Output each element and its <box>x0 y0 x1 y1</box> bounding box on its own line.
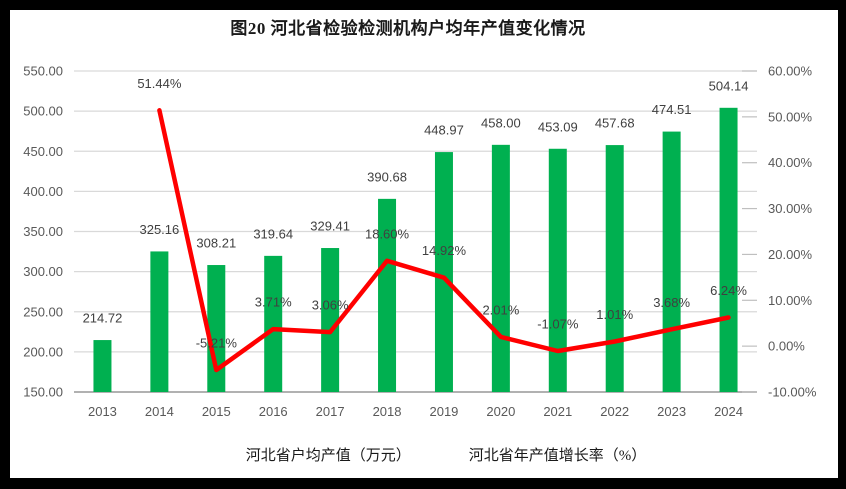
y-axis-right-tick-label: 10.00% <box>768 293 813 308</box>
bar-value-label: 390.68 <box>367 169 407 184</box>
y-axis-right-tick-label: -10.00% <box>768 385 817 400</box>
x-axis-label: 2015 <box>202 404 231 419</box>
y-axis-right-tick-label: 40.00% <box>768 155 813 170</box>
chart-plot-area: 550.00 500.00 450.00 400.00 350.00 300.00 250.… <box>23 64 817 420</box>
x-axis-label: 2023 <box>657 404 686 419</box>
x-axis-label: 2021 <box>543 404 572 419</box>
bar-value-label: 474.51 <box>652 102 692 117</box>
line-value-label: -1.07% <box>537 317 579 332</box>
line-value-label: 2.01% <box>482 302 519 317</box>
bar-2015 <box>207 265 226 392</box>
bar-2020 <box>491 144 510 392</box>
bar-value-label: 448.97 <box>424 123 464 138</box>
bar-value-label: 319.64 <box>253 226 293 241</box>
chart-title: 图20 河北省检验检测机构户均年产值变化情况 <box>230 19 586 38</box>
growth-rate-line <box>157 108 731 373</box>
x-axis-label: 2019 <box>429 404 458 419</box>
bar-value-label: 325.16 <box>139 222 179 237</box>
bar-value-label: 308.21 <box>196 236 236 251</box>
bar-2024 <box>719 107 738 393</box>
y-axis-right-tick-label: 50.00% <box>768 109 813 124</box>
bar-value-label: 458.00 <box>481 115 521 130</box>
legend-bar-series-label: 河北省户均产值（万元） <box>245 447 411 464</box>
y-axis-left-tick-label: 250.00 <box>23 304 63 319</box>
y-axis-left-tick-label: 150.00 <box>23 385 63 400</box>
y-axis-right-tick-label: 20.00% <box>768 247 813 262</box>
y-axis-left-tick-label: 200.00 <box>23 344 63 359</box>
y-axis-right-tick-label: 0.00% <box>768 339 805 354</box>
x-axis-label: 2022 <box>600 404 629 419</box>
bar-2013 <box>93 340 112 392</box>
x-axis-label: 2024 <box>714 404 743 419</box>
bar-2023 <box>662 131 681 392</box>
line-value-label: 51.44% <box>137 76 182 91</box>
x-axis-label: 2017 <box>316 404 345 419</box>
x-axis-label: 2020 <box>486 404 515 419</box>
line-value-label: 3.71% <box>255 295 292 310</box>
bar-2022 <box>605 145 624 392</box>
y-axis-left-tick-label: 300.00 <box>23 264 63 279</box>
bar-value-label: 453.09 <box>538 119 578 134</box>
x-axis-label: 2013 <box>88 404 117 419</box>
legend: 河北省户均产值（万元） 河北省年产值增长率（%） <box>10 443 838 465</box>
line-value-label: 14.92% <box>422 243 467 258</box>
x-axis-label: 2014 <box>145 404 174 419</box>
legend-bar-swatch-icon <box>202 448 240 461</box>
line-value-label: 3.68% <box>653 295 690 310</box>
bar-value-label: 329.41 <box>310 219 350 234</box>
bar-2018 <box>378 198 397 392</box>
bar-2016 <box>264 255 283 392</box>
x-axis-label: 2016 <box>259 404 288 419</box>
legend-line-series-label: 河北省年产值增长率（%） <box>468 447 647 464</box>
y-axis-left-tick-label: 500.00 <box>23 104 63 119</box>
line-value-label: 6.24% <box>710 283 747 298</box>
bar-2014 <box>150 251 169 392</box>
y-axis-left-tick-label: 400.00 <box>23 184 63 199</box>
y-axis-left-tick-label: 450.00 <box>23 144 63 159</box>
bar-2021 <box>548 148 567 392</box>
bar-value-label: 214.72 <box>83 311 123 326</box>
bar-2019 <box>434 152 453 392</box>
line-value-label: 3.06% <box>312 298 349 313</box>
y-axis-right-tick-label: 60.00% <box>768 64 813 79</box>
bar-value-label: 457.68 <box>595 116 635 131</box>
chart-canvas: 图20 河北省检验检测机构户均年产值变化情况 550.00 500.00 450.0… <box>10 10 838 478</box>
y-axis-left-tick-label: 350.00 <box>23 224 63 239</box>
line-value-label: -5.21% <box>196 336 238 351</box>
line-value-label: 1.01% <box>596 307 633 322</box>
bar-value-label: 504.14 <box>709 78 749 93</box>
y-axis-left-tick-label: 550.00 <box>23 64 63 79</box>
legend-line-swatch-icon <box>425 452 465 457</box>
x-axis-label: 2018 <box>373 404 402 419</box>
bar-2017 <box>321 248 340 392</box>
y-axis-right-tick-label: 30.00% <box>768 201 813 216</box>
line-value-label: 18.60% <box>365 226 410 241</box>
